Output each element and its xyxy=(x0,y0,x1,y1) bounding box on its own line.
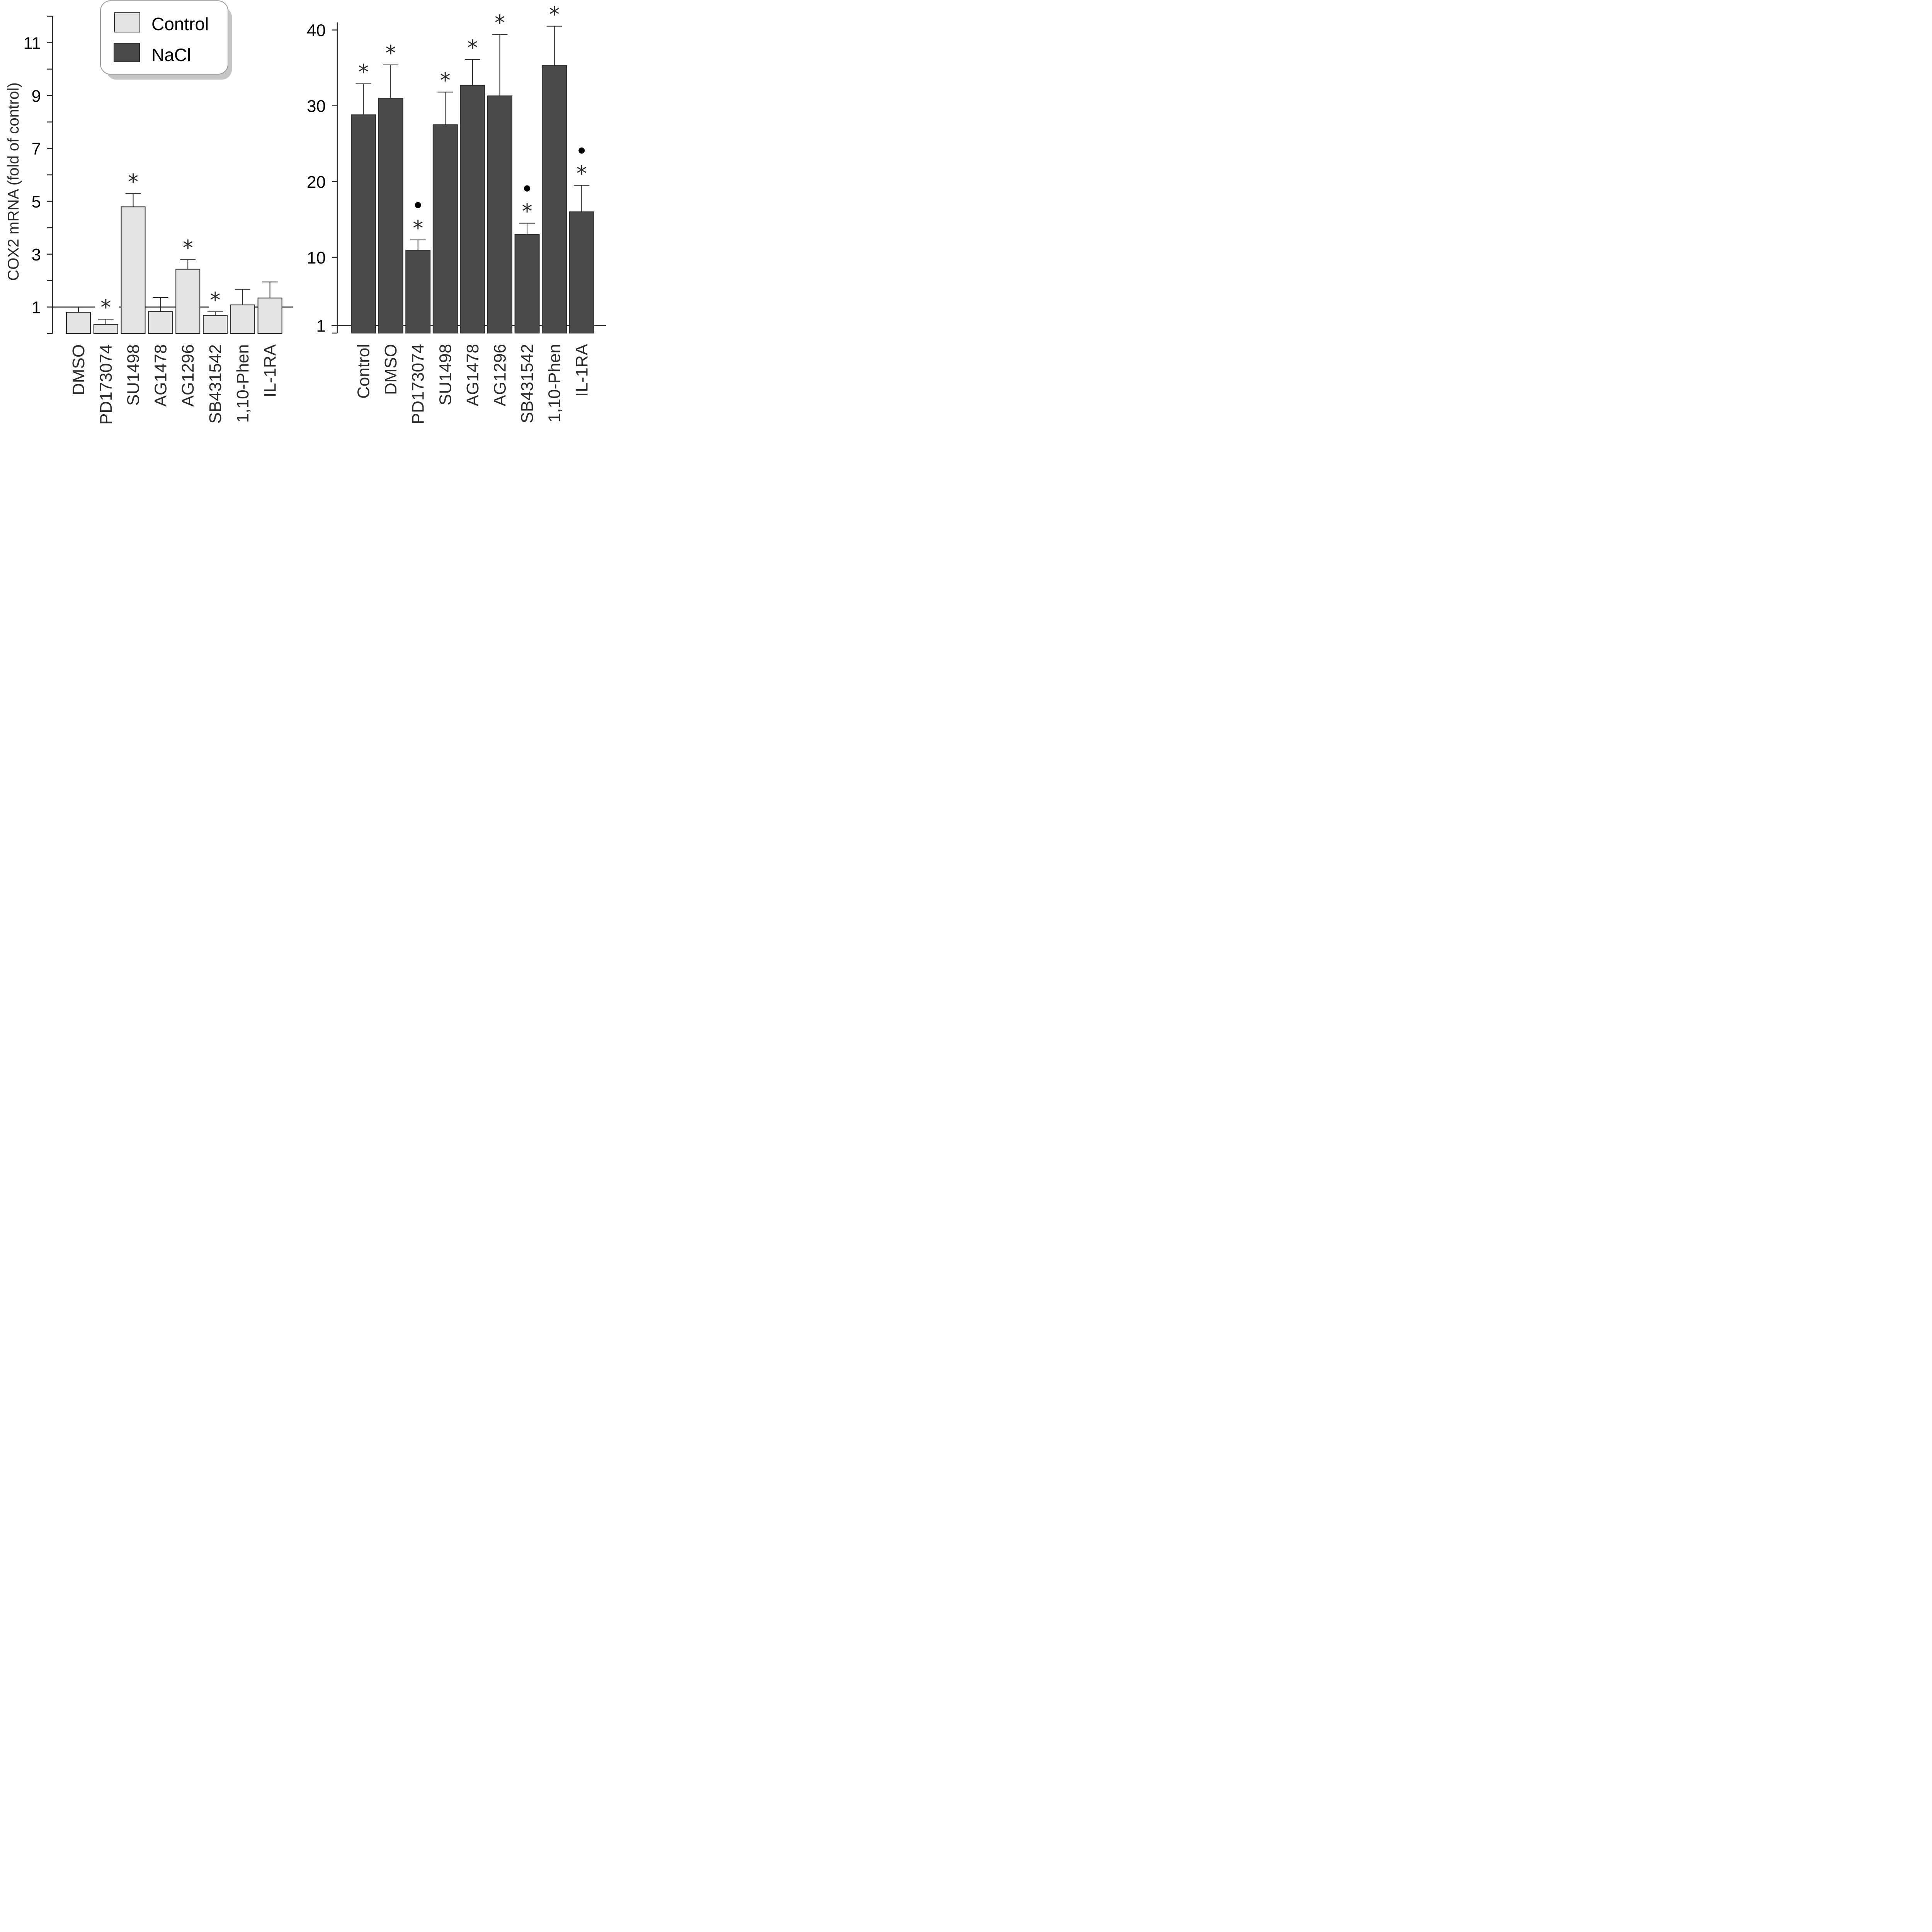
chart-figure: Control NaCl COX2 mRNA (fold of control)… xyxy=(5,0,606,425)
y-tick-label: 3 xyxy=(32,245,41,264)
x-tick-label: 1,10-Phen xyxy=(545,344,564,422)
bar xyxy=(230,304,255,334)
y-tick-label: 11 xyxy=(23,34,41,53)
left-bars: * * * * xyxy=(66,170,282,334)
y-tick-label: 1 xyxy=(316,316,326,335)
x-tick-label: DMSO xyxy=(69,344,88,395)
y-tick-label: 1 xyxy=(32,298,41,317)
x-tick-label: PD173074 xyxy=(409,344,428,424)
x-tick-label: AG1478 xyxy=(151,344,170,406)
y-tick-label: 30 xyxy=(307,97,326,116)
left-x-tick-labels: DMSO PD173074 SU1498 AG1478 AG1296 SB431542 1,… xyxy=(69,344,280,425)
significance-star: * xyxy=(467,36,478,60)
significance-star: * xyxy=(358,60,369,84)
x-tick-label: Control xyxy=(354,344,373,399)
bar xyxy=(66,312,91,334)
x-tick-label: IL-1RA xyxy=(572,344,591,397)
y-tick-label: 20 xyxy=(307,173,326,192)
bar xyxy=(175,269,201,334)
x-tick-label: SU1498 xyxy=(436,344,455,405)
y-tick-label: 40 xyxy=(307,21,326,40)
bar xyxy=(93,324,118,334)
x-tick-label: SU1498 xyxy=(124,344,143,406)
bar xyxy=(378,98,403,334)
right-x-tick-labels: Control DMSO PD173074 SU1498 AG1478 AG1296 SB4… xyxy=(354,344,592,424)
legend-swatch-nacl xyxy=(114,43,140,62)
significance-star: * xyxy=(440,68,451,92)
x-tick-label: AG1296 xyxy=(179,344,197,406)
x-tick-label: SB431542 xyxy=(206,344,225,424)
significance-star: * xyxy=(522,199,532,224)
y-tick-label: 7 xyxy=(32,139,41,158)
x-tick-label: AG1478 xyxy=(463,344,482,406)
y-tick-label: 5 xyxy=(32,192,41,211)
bar xyxy=(432,124,458,334)
significance-star: * xyxy=(183,236,193,260)
x-tick-label: IL-1RA xyxy=(261,344,280,397)
x-tick-label: 1,10-Phen xyxy=(233,344,252,423)
bar xyxy=(514,234,540,334)
right-bars: * * * * * * * * * xyxy=(351,2,594,334)
bar xyxy=(121,206,146,334)
legend-label-control: Control xyxy=(151,14,209,34)
x-tick-label: DMSO xyxy=(381,344,400,395)
significance-dot xyxy=(415,202,421,208)
bar xyxy=(351,114,376,333)
significance-star: * xyxy=(386,41,396,65)
bar xyxy=(203,315,228,334)
x-tick-label: SB431542 xyxy=(518,344,537,423)
bar xyxy=(487,95,512,333)
right-panel: 1 10 20 30 40 * * * * * * * * * Control DMSO PD173074 S… xyxy=(307,2,606,424)
significance-star: * xyxy=(413,216,423,240)
bar xyxy=(148,311,173,334)
bar xyxy=(257,298,282,334)
legend: Control NaCl xyxy=(100,0,232,80)
y-tick-label: 10 xyxy=(307,248,326,267)
legend-swatch-control xyxy=(114,12,140,32)
significance-star: * xyxy=(210,288,221,312)
bar xyxy=(542,65,567,333)
legend-label-nacl: NaCl xyxy=(151,45,191,65)
bar xyxy=(460,85,485,333)
right-y-axis: 1 10 20 30 40 xyxy=(307,21,606,335)
x-tick-label: PD173074 xyxy=(97,344,116,425)
significance-dot xyxy=(578,147,585,154)
bar xyxy=(405,250,431,333)
y-axis-label: COX2 mRNA (fold of control) xyxy=(5,82,22,281)
significance-star: * xyxy=(128,170,138,194)
bar xyxy=(569,211,594,333)
significance-star: * xyxy=(495,10,505,35)
significance-star: * xyxy=(577,162,587,186)
significance-star: * xyxy=(549,2,560,27)
y-tick-label: 9 xyxy=(32,87,41,105)
significance-star: * xyxy=(100,295,111,320)
significance-dot xyxy=(524,185,531,192)
x-tick-label: AG1296 xyxy=(491,344,510,406)
